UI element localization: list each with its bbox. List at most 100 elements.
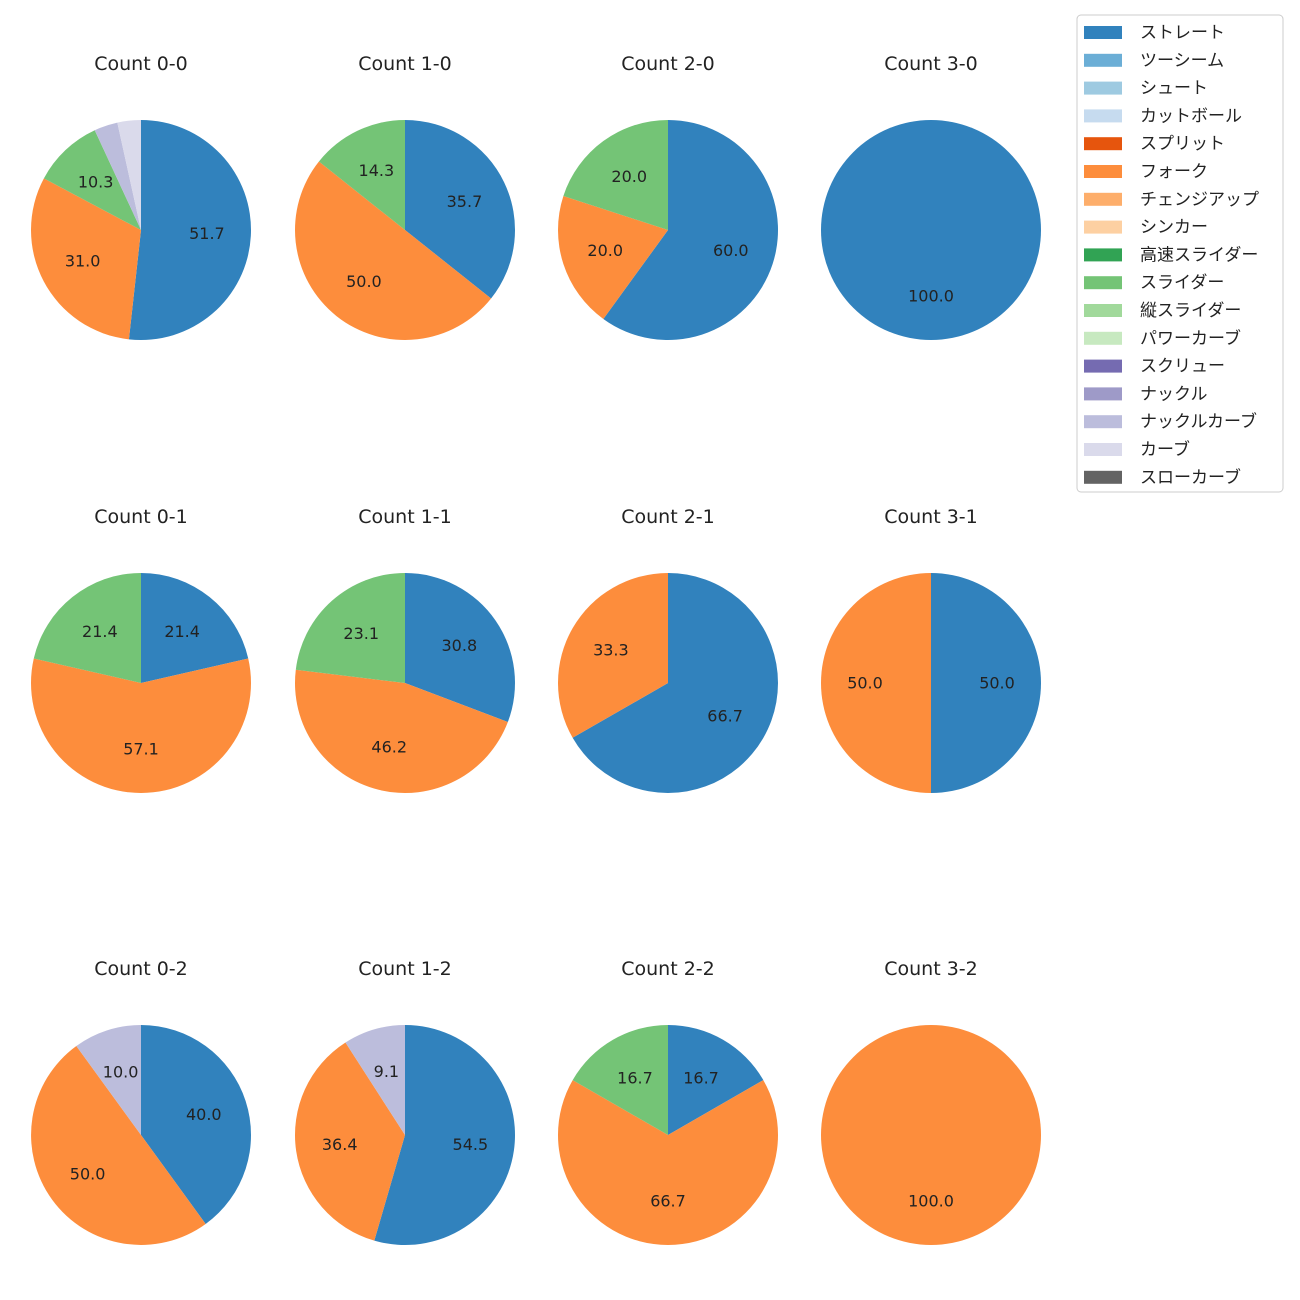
- pie-count-2-1: Count 2-1 66.7 33.3: [557, 506, 778, 793]
- pie-title: Count 2-2: [621, 958, 715, 980]
- legend-item-pitch-8: 高速スライダー: [1084, 245, 1258, 265]
- pie-count-1-1: Count 1-1 30.8 46.2 23.1: [295, 506, 515, 793]
- pie-slice-pitch-0: [141, 573, 249, 683]
- pie-title: Count 2-0: [621, 53, 715, 75]
- pie-slice-pitch-5: [294, 1042, 405, 1241]
- slice-percent-label: 54.5: [453, 1135, 489, 1154]
- pie-count-2-0: Count 2-0 60.0 20.0 20.0: [558, 53, 778, 340]
- slice-percent-label: 9.1: [374, 1062, 399, 1081]
- slice-percent-label: 21.4: [164, 622, 200, 641]
- slice-percent-label: 10.0: [103, 1063, 139, 1082]
- slice-percent-label: 20.0: [587, 241, 623, 260]
- legend-label: ナックル: [1140, 384, 1208, 404]
- legend-label: 縦スライダー: [1140, 301, 1241, 321]
- legend-item-pitch-3: カットボール: [1084, 106, 1242, 126]
- legend-label: 高速スライダー: [1140, 245, 1258, 265]
- slice-percent-label: 14.3: [359, 161, 395, 180]
- legend-item-pitch-6: チェンジアップ: [1084, 190, 1259, 210]
- pie-slice-pitch-0: [572, 573, 778, 793]
- legend-swatch: [1084, 192, 1122, 206]
- pie-slice-pitch-5: [31, 1046, 206, 1245]
- legend-item-pitch-9: スライダー: [1084, 273, 1224, 293]
- legend-item-pitch-4: スプリット: [1084, 134, 1225, 154]
- pie-slice-pitch-0: [821, 120, 1041, 340]
- pie-slice-pitch-9: [295, 573, 405, 683]
- pie-count-0-2: Count 0-2 40.0 50.0 10.0: [31, 958, 251, 1245]
- pie-title: Count 2-1: [621, 506, 715, 528]
- pie-slice-pitch-5: [295, 669, 508, 793]
- pie-slice-pitch-14: [345, 1025, 405, 1135]
- slice-percent-label: 100.0: [908, 287, 954, 306]
- pie-slice-pitch-0: [374, 1025, 515, 1246]
- legend-item-pitch-1: ツーシーム: [1084, 51, 1224, 71]
- pie-count-3-2: Count 3-2 100.0: [821, 958, 1041, 1245]
- slice-percent-label: 60.0: [713, 241, 749, 260]
- pie-title: Count 0-1: [94, 506, 188, 528]
- legend-label: ストレート: [1140, 23, 1225, 43]
- pie-slice-pitch-0: [405, 573, 515, 723]
- slice-percent-label: 50.0: [70, 1164, 106, 1183]
- pie-slice-pitch-0: [128, 120, 251, 340]
- slice-percent-label: 30.8: [442, 636, 478, 655]
- pie-slice-pitch-9: [572, 1025, 668, 1135]
- pie-count-3-1: Count 3-1 50.0 50.0: [821, 506, 1041, 793]
- legend-item-pitch-16: スローカーブ: [1084, 467, 1241, 488]
- legend-swatch: [1084, 165, 1122, 178]
- legend-label: カーブ: [1140, 439, 1190, 460]
- legend-label: スローカーブ: [1140, 467, 1241, 488]
- pie-slice-pitch-0: [931, 573, 1041, 793]
- legend-swatch: [1084, 470, 1122, 484]
- pie-slice-pitch-5: [558, 1080, 778, 1245]
- slice-percent-label: 33.3: [593, 640, 629, 659]
- pie-count-3-0: Count 3-0 100.0: [821, 53, 1041, 340]
- pie-slice-pitch-9: [43, 130, 141, 230]
- pie-slice-pitch-15: [117, 120, 141, 230]
- legend-label: カットボール: [1140, 106, 1242, 126]
- legend-frame: [1076, 14, 1284, 493]
- pie-slice-pitch-9: [563, 120, 668, 230]
- pie-grid: Count 0-0 51.7 31.0 10.3 Count 1-0 35.7 50.0 14…: [30, 53, 1041, 1246]
- slice-percent-label: 20.0: [611, 167, 647, 186]
- pie-slice-pitch-9: [318, 119, 405, 230]
- pie-count-0-0: Count 0-0 51.7 31.0 10.3: [30, 53, 251, 340]
- legend-swatch: [1084, 276, 1122, 290]
- pie-title: Count 1-0: [358, 53, 452, 75]
- pie-title: Count 1-1: [358, 506, 452, 528]
- legend-item-pitch-15: カーブ: [1084, 439, 1190, 460]
- legend-swatch: [1084, 137, 1122, 151]
- legend-label: チェンジアップ: [1140, 190, 1259, 210]
- legend-label: パワーカーブ: [1140, 328, 1241, 349]
- legend-swatch: [1084, 248, 1122, 262]
- slice-percent-label: 57.1: [123, 740, 159, 759]
- slice-percent-label: 10.3: [78, 173, 114, 192]
- legend-item-pitch-2: シュート: [1084, 79, 1208, 99]
- pie-slice-pitch-5: [30, 658, 252, 794]
- pie-count-0-1: Count 0-1 21.4 57.1 21.4: [30, 506, 252, 794]
- legend-item-pitch-11: パワーカーブ: [1084, 328, 1241, 349]
- pie-title: Count 3-2: [884, 958, 978, 980]
- pie-slice-pitch-5: [295, 161, 492, 340]
- pie-count-1-2: Count 1-2 54.5 36.4 9.1: [294, 958, 515, 1246]
- legend-label: シュート: [1140, 79, 1208, 99]
- pie-slice-pitch-5: [30, 178, 142, 340]
- slice-percent-label: 35.7: [447, 192, 483, 211]
- pie-slice-pitch-0: [405, 120, 515, 299]
- pie-title: Count 3-0: [884, 53, 978, 75]
- slice-percent-label: 51.7: [189, 224, 225, 243]
- legend-item-pitch-0: ストレート: [1084, 23, 1225, 43]
- legend-item-pitch-5: フォーク: [1084, 162, 1208, 182]
- legend-item-pitch-7: シンカー: [1084, 218, 1208, 238]
- slice-percent-label: 21.4: [82, 622, 118, 641]
- slice-percent-label: 16.7: [617, 1068, 653, 1087]
- pie-slice-pitch-9: [33, 573, 141, 683]
- pie-slice-pitch-0: [603, 120, 778, 340]
- legend-swatch: [1084, 109, 1122, 123]
- legend-swatch: [1084, 26, 1122, 39]
- pie-title: Count 3-1: [884, 506, 978, 528]
- legend-swatch: [1084, 359, 1122, 373]
- legend-label: フォーク: [1140, 162, 1208, 182]
- slice-percent-label: 36.4: [322, 1135, 358, 1154]
- legend-item-pitch-13: ナックル: [1084, 384, 1208, 404]
- slice-percent-label: 40.0: [186, 1105, 222, 1124]
